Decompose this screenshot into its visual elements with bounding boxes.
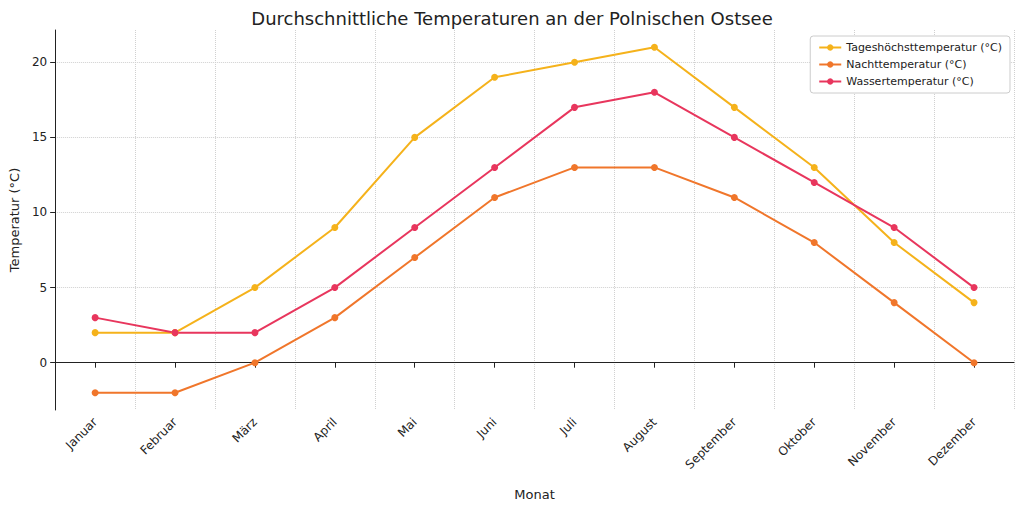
svg-text:Tageshöchsttemperatur (°C): Tageshöchsttemperatur (°C) xyxy=(845,41,1002,54)
svg-text:20: 20 xyxy=(32,55,47,69)
svg-text:Mai: Mai xyxy=(395,415,420,440)
svg-text:Dezember: Dezember xyxy=(925,415,979,469)
svg-text:Oktober: Oktober xyxy=(775,415,819,459)
svg-text:September: September xyxy=(683,415,740,472)
svg-text:10: 10 xyxy=(32,205,47,219)
svg-text:April: April xyxy=(310,415,339,444)
svg-text:Januar: Januar xyxy=(62,415,100,453)
svg-text:Wassertemperatur (°C): Wassertemperatur (°C) xyxy=(846,75,974,88)
svg-text:August: August xyxy=(620,415,660,455)
svg-text:Monat: Monat xyxy=(514,487,554,502)
svg-text:15: 15 xyxy=(32,130,47,144)
svg-text:0: 0 xyxy=(40,356,48,370)
svg-text:Durchschnittliche Temperaturen: Durchschnittliche Temperaturen an der Po… xyxy=(251,8,772,29)
svg-text:Juni: Juni xyxy=(473,415,499,441)
svg-text:Nachttemperatur (°C): Nachttemperatur (°C) xyxy=(846,58,966,71)
svg-text:November: November xyxy=(845,415,899,469)
svg-text:Februar: Februar xyxy=(138,415,180,457)
svg-text:Juli: Juli xyxy=(556,415,579,438)
svg-text:März: März xyxy=(230,415,260,445)
svg-text:5: 5 xyxy=(40,281,48,295)
svg-text:Temperatur (°C): Temperatur (°C) xyxy=(7,168,22,274)
